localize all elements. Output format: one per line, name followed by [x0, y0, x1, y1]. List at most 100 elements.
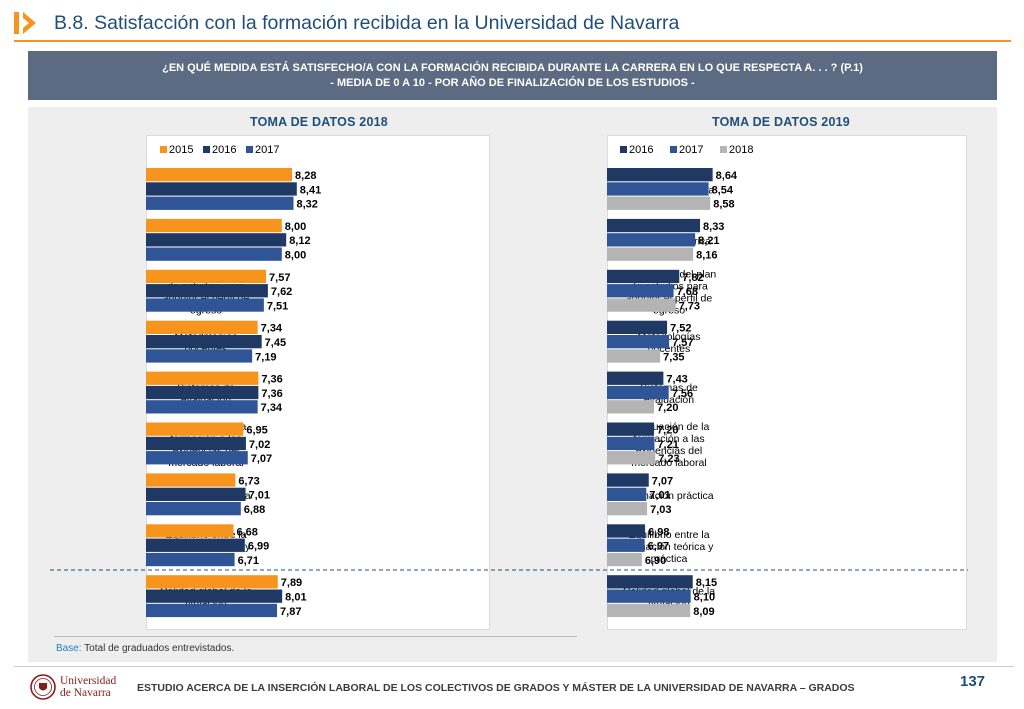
value-label-2016: 7,43 — [666, 374, 687, 386]
value-label-2015: 8,00 — [285, 221, 306, 233]
base-rule — [54, 636, 577, 637]
bar-2017 — [607, 335, 670, 349]
logo-line-2: de Navarra — [60, 687, 111, 699]
legend-swatch-2017 — [246, 146, 253, 153]
bar-2016 — [146, 335, 262, 349]
category-label: Formación práctica — [624, 490, 713, 502]
bar-2017 — [607, 487, 647, 501]
value-label-2018: 8,58 — [713, 199, 734, 211]
value-label-2017: 6,88 — [244, 504, 265, 516]
bar-2017 — [607, 284, 674, 298]
bar-2018 — [607, 196, 711, 210]
bar-2015 — [146, 473, 236, 487]
bar-2018 — [607, 349, 661, 363]
legend-label-2016: 2016 — [212, 144, 236, 156]
value-label-2017: 7,21 — [657, 439, 678, 451]
page-title: B.8. Satisfacción con la formación recib… — [54, 12, 680, 34]
chart-title-2018: TOMA DE DATOS 2018 — [250, 115, 388, 129]
value-label-2015: 6,73 — [238, 475, 259, 487]
university-seal-icon — [30, 674, 56, 700]
legend-label-2018: 2018 — [729, 144, 753, 156]
bar-2016 — [146, 487, 246, 501]
bar-2016 — [146, 436, 246, 451]
value-label-2018: 7,03 — [650, 504, 671, 516]
base-label: Base: — [56, 643, 82, 654]
value-label-2017: 6,71 — [238, 555, 259, 567]
chart-2018: 201520162017Formación humana8,288,418,32… — [146, 144, 321, 618]
legend-label-2015: 2015 — [169, 144, 193, 156]
value-label-2017: 8,00 — [285, 250, 306, 262]
value-label-2016: 7,52 — [670, 323, 691, 335]
page-number: 137 — [960, 673, 986, 690]
bar-2017 — [146, 400, 258, 414]
value-label-2016: 6,99 — [248, 541, 269, 553]
legend-swatch-2018 — [720, 146, 727, 153]
bar-2015 — [146, 269, 267, 284]
value-label-2018: 7,20 — [657, 402, 678, 414]
bar-2018 — [607, 247, 694, 261]
bar-2017 — [607, 182, 709, 196]
bar-2017 — [146, 349, 253, 363]
bar-2017 — [146, 552, 235, 567]
value-label-2016: 8,41 — [300, 184, 321, 196]
question-line-1: ¿EN QUÉ MEDIDA ESTÁ SATISFECHO/A CON LA … — [162, 62, 863, 74]
logo-text: Universidad de Navarra — [60, 675, 116, 699]
value-label-2016: 7,07 — [652, 475, 673, 487]
value-label-2016: 7,45 — [265, 337, 286, 349]
value-label-2015: 6,95 — [246, 425, 267, 437]
bar-2016 — [607, 269, 680, 284]
chart-box-2019 — [607, 135, 967, 630]
value-label-2018: 7,73 — [679, 300, 700, 312]
value-label-2017: 7,34 — [261, 402, 283, 414]
value-label-2017: 7,19 — [255, 351, 276, 363]
footer-rule — [14, 666, 1014, 667]
bar-2015 — [146, 168, 293, 182]
value-label-2015: 7,57 — [269, 272, 290, 284]
value-label-2017: 8,54 — [712, 184, 734, 196]
bar-2017 — [607, 589, 691, 603]
bar-2016 — [607, 524, 646, 538]
bar-2017 — [607, 436, 655, 451]
value-label-2015: 7,89 — [281, 577, 302, 589]
value-label-2015: 7,34 — [261, 323, 283, 335]
legend-swatch-2016 — [620, 146, 627, 153]
bar-2017 — [607, 233, 696, 247]
legend-swatch-2016 — [203, 146, 210, 153]
bar-2017 — [146, 603, 278, 618]
bar-2015 — [146, 320, 258, 334]
value-label-2016: 7,20 — [657, 425, 678, 437]
value-label-2016: 6,98 — [648, 526, 669, 538]
bar-2016 — [146, 589, 283, 603]
value-label-2017: 7,87 — [280, 606, 301, 618]
bar-2016 — [146, 284, 268, 298]
calidad-global-separator — [50, 569, 968, 571]
value-label-2017: 7,01 — [649, 490, 670, 502]
bar-2015 — [146, 371, 259, 385]
title-rule — [14, 40, 1011, 42]
bar-2016 — [146, 233, 287, 247]
value-label-2018: 6,90 — [645, 555, 666, 567]
value-label-2017: 7,68 — [677, 286, 698, 298]
bar-2017 — [146, 247, 282, 261]
value-label-2017: 7,51 — [267, 300, 288, 312]
bar-2017 — [146, 502, 241, 516]
value-label-2016: 7,36 — [261, 388, 282, 400]
value-label-2017: 6,97 — [648, 541, 669, 553]
value-label-2017: 7,07 — [251, 453, 272, 465]
bar-2018 — [607, 603, 691, 618]
legend-swatch-2017 — [670, 146, 677, 153]
value-label-2016: 8,64 — [716, 170, 738, 182]
value-label-2016: 7,01 — [249, 490, 270, 502]
value-label-2016: 8,01 — [285, 592, 306, 604]
bar-2017 — [146, 451, 248, 465]
bar-2016 — [607, 575, 693, 589]
value-label-2017: 7,56 — [672, 388, 693, 400]
bar-2016 — [146, 538, 245, 552]
value-label-2017: 8,10 — [694, 592, 715, 604]
value-label-2017: 7,57 — [672, 337, 693, 349]
bar-2018 — [607, 400, 655, 414]
bar-2015 — [146, 218, 282, 233]
footer-text: ESTUDIO ACERCA DE LA INSERCIÓN LABORAL D… — [137, 682, 855, 694]
bar-2016 — [607, 218, 701, 233]
